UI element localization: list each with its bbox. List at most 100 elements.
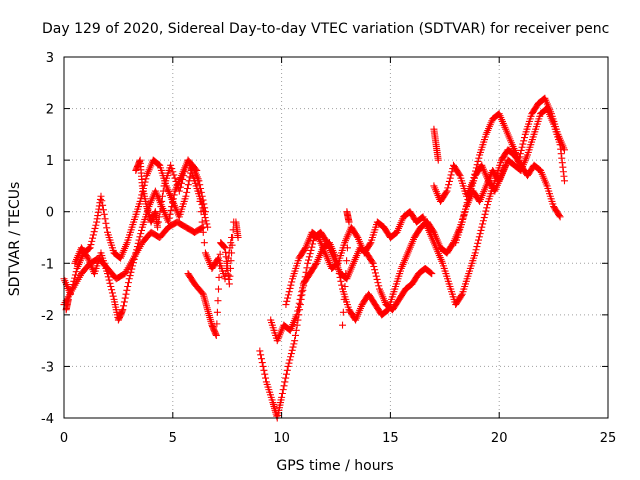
data-point-marker — [337, 277, 345, 285]
data-point-marker — [284, 291, 292, 299]
data-point-marker — [333, 261, 341, 269]
data-point-marker — [192, 165, 200, 173]
data-point-marker — [86, 244, 94, 252]
data-point-marker — [108, 286, 116, 294]
data-point-marker — [178, 179, 186, 187]
data-point-marker — [124, 279, 132, 287]
data-point-marker — [383, 306, 391, 314]
data-point-marker — [201, 214, 209, 222]
data-point-marker — [457, 292, 465, 300]
data-point-marker — [334, 266, 342, 274]
data-point-marker — [90, 228, 98, 236]
data-point-marker — [284, 294, 292, 302]
data-point-marker — [137, 194, 145, 202]
data-point-marker — [444, 184, 452, 192]
data-point-marker — [520, 137, 528, 145]
data-point-marker — [372, 272, 380, 280]
data-point-marker — [196, 181, 204, 189]
data-point-marker — [199, 204, 207, 212]
data-point-marker — [301, 245, 309, 253]
data-point-marker — [445, 181, 453, 189]
data-point-marker — [64, 295, 72, 303]
data-point-marker — [463, 199, 471, 207]
data-point-marker — [455, 170, 463, 178]
data-point-marker — [257, 351, 265, 359]
data-point-marker — [213, 308, 221, 316]
data-point-marker — [483, 204, 491, 212]
data-point-marker — [280, 382, 288, 390]
x-axis-label: GPS time / hours — [276, 458, 393, 474]
data-point-marker — [131, 252, 139, 260]
data-point-marker — [214, 285, 222, 293]
data-point-marker — [103, 224, 111, 232]
data-point-marker — [259, 362, 267, 370]
data-point-marker — [183, 185, 191, 193]
data-point-marker — [104, 273, 112, 281]
data-point-marker — [261, 370, 269, 378]
data-point-marker — [475, 154, 483, 162]
data-point-marker — [216, 250, 224, 258]
data-point-marker — [171, 174, 179, 182]
data-point-marker — [138, 226, 146, 234]
data-point-marker — [92, 221, 100, 229]
data-point-marker — [353, 232, 361, 240]
data-point-marker — [281, 378, 289, 386]
data-point-marker — [167, 161, 175, 169]
y-tick-label: -2 — [41, 309, 54, 324]
data-point-marker — [475, 236, 483, 244]
y-tick-label: 3 — [46, 51, 54, 66]
data-point-marker — [167, 206, 175, 214]
data-point-marker — [295, 299, 303, 307]
y-axis-label: SDTVAR / TECUs — [7, 182, 23, 297]
data-point-marker — [154, 218, 162, 226]
data-point-marker — [197, 208, 205, 216]
plot-frame — [63, 56, 609, 419]
data-point-marker — [285, 359, 293, 367]
data-point-marker — [298, 288, 306, 296]
data-point-marker — [72, 268, 80, 276]
data-point-marker — [426, 268, 434, 276]
data-point-marker — [560, 177, 568, 185]
data-point-marker — [516, 153, 524, 161]
data-point-marker — [286, 356, 294, 364]
data-point-marker — [518, 143, 526, 151]
data-point-marker — [471, 249, 479, 257]
data-point-marker — [333, 260, 341, 268]
data-point-marker — [193, 166, 201, 174]
data-point-marker — [370, 263, 378, 271]
data-point-marker — [170, 171, 178, 179]
data-point-marker — [445, 177, 453, 185]
data-point-marker — [127, 268, 135, 276]
data-point-marker — [287, 281, 295, 289]
data-point-marker — [288, 278, 296, 286]
data-point-marker — [306, 250, 314, 258]
data-point-marker — [258, 359, 266, 367]
data-point-marker — [179, 175, 187, 183]
data-point-marker — [107, 282, 115, 290]
data-point-marker — [97, 192, 105, 200]
data-point-marker — [214, 297, 222, 305]
data-point-marker — [89, 234, 97, 242]
data-point-marker — [294, 303, 302, 311]
data-point-marker — [104, 270, 112, 278]
data-point-marker — [519, 140, 527, 148]
data-point-marker — [476, 230, 484, 238]
data-point-marker — [98, 197, 106, 205]
data-point-marker — [126, 272, 134, 280]
data-point-marker — [157, 203, 165, 211]
data-point-marker — [560, 146, 568, 154]
x-tick-label: 15 — [382, 431, 399, 446]
data-point-marker — [194, 177, 202, 185]
data-point-marker — [462, 202, 470, 210]
data-point-marker — [293, 321, 301, 329]
data-point-marker — [176, 183, 184, 191]
data-point-marker — [446, 174, 454, 182]
data-point-marker — [287, 353, 295, 361]
data-point-marker — [475, 233, 483, 241]
data-point-marker — [284, 362, 292, 370]
y-tick-label: 1 — [46, 154, 54, 169]
data-point-marker — [158, 197, 166, 205]
data-point-marker — [120, 298, 128, 306]
data-point-marker — [447, 171, 455, 179]
